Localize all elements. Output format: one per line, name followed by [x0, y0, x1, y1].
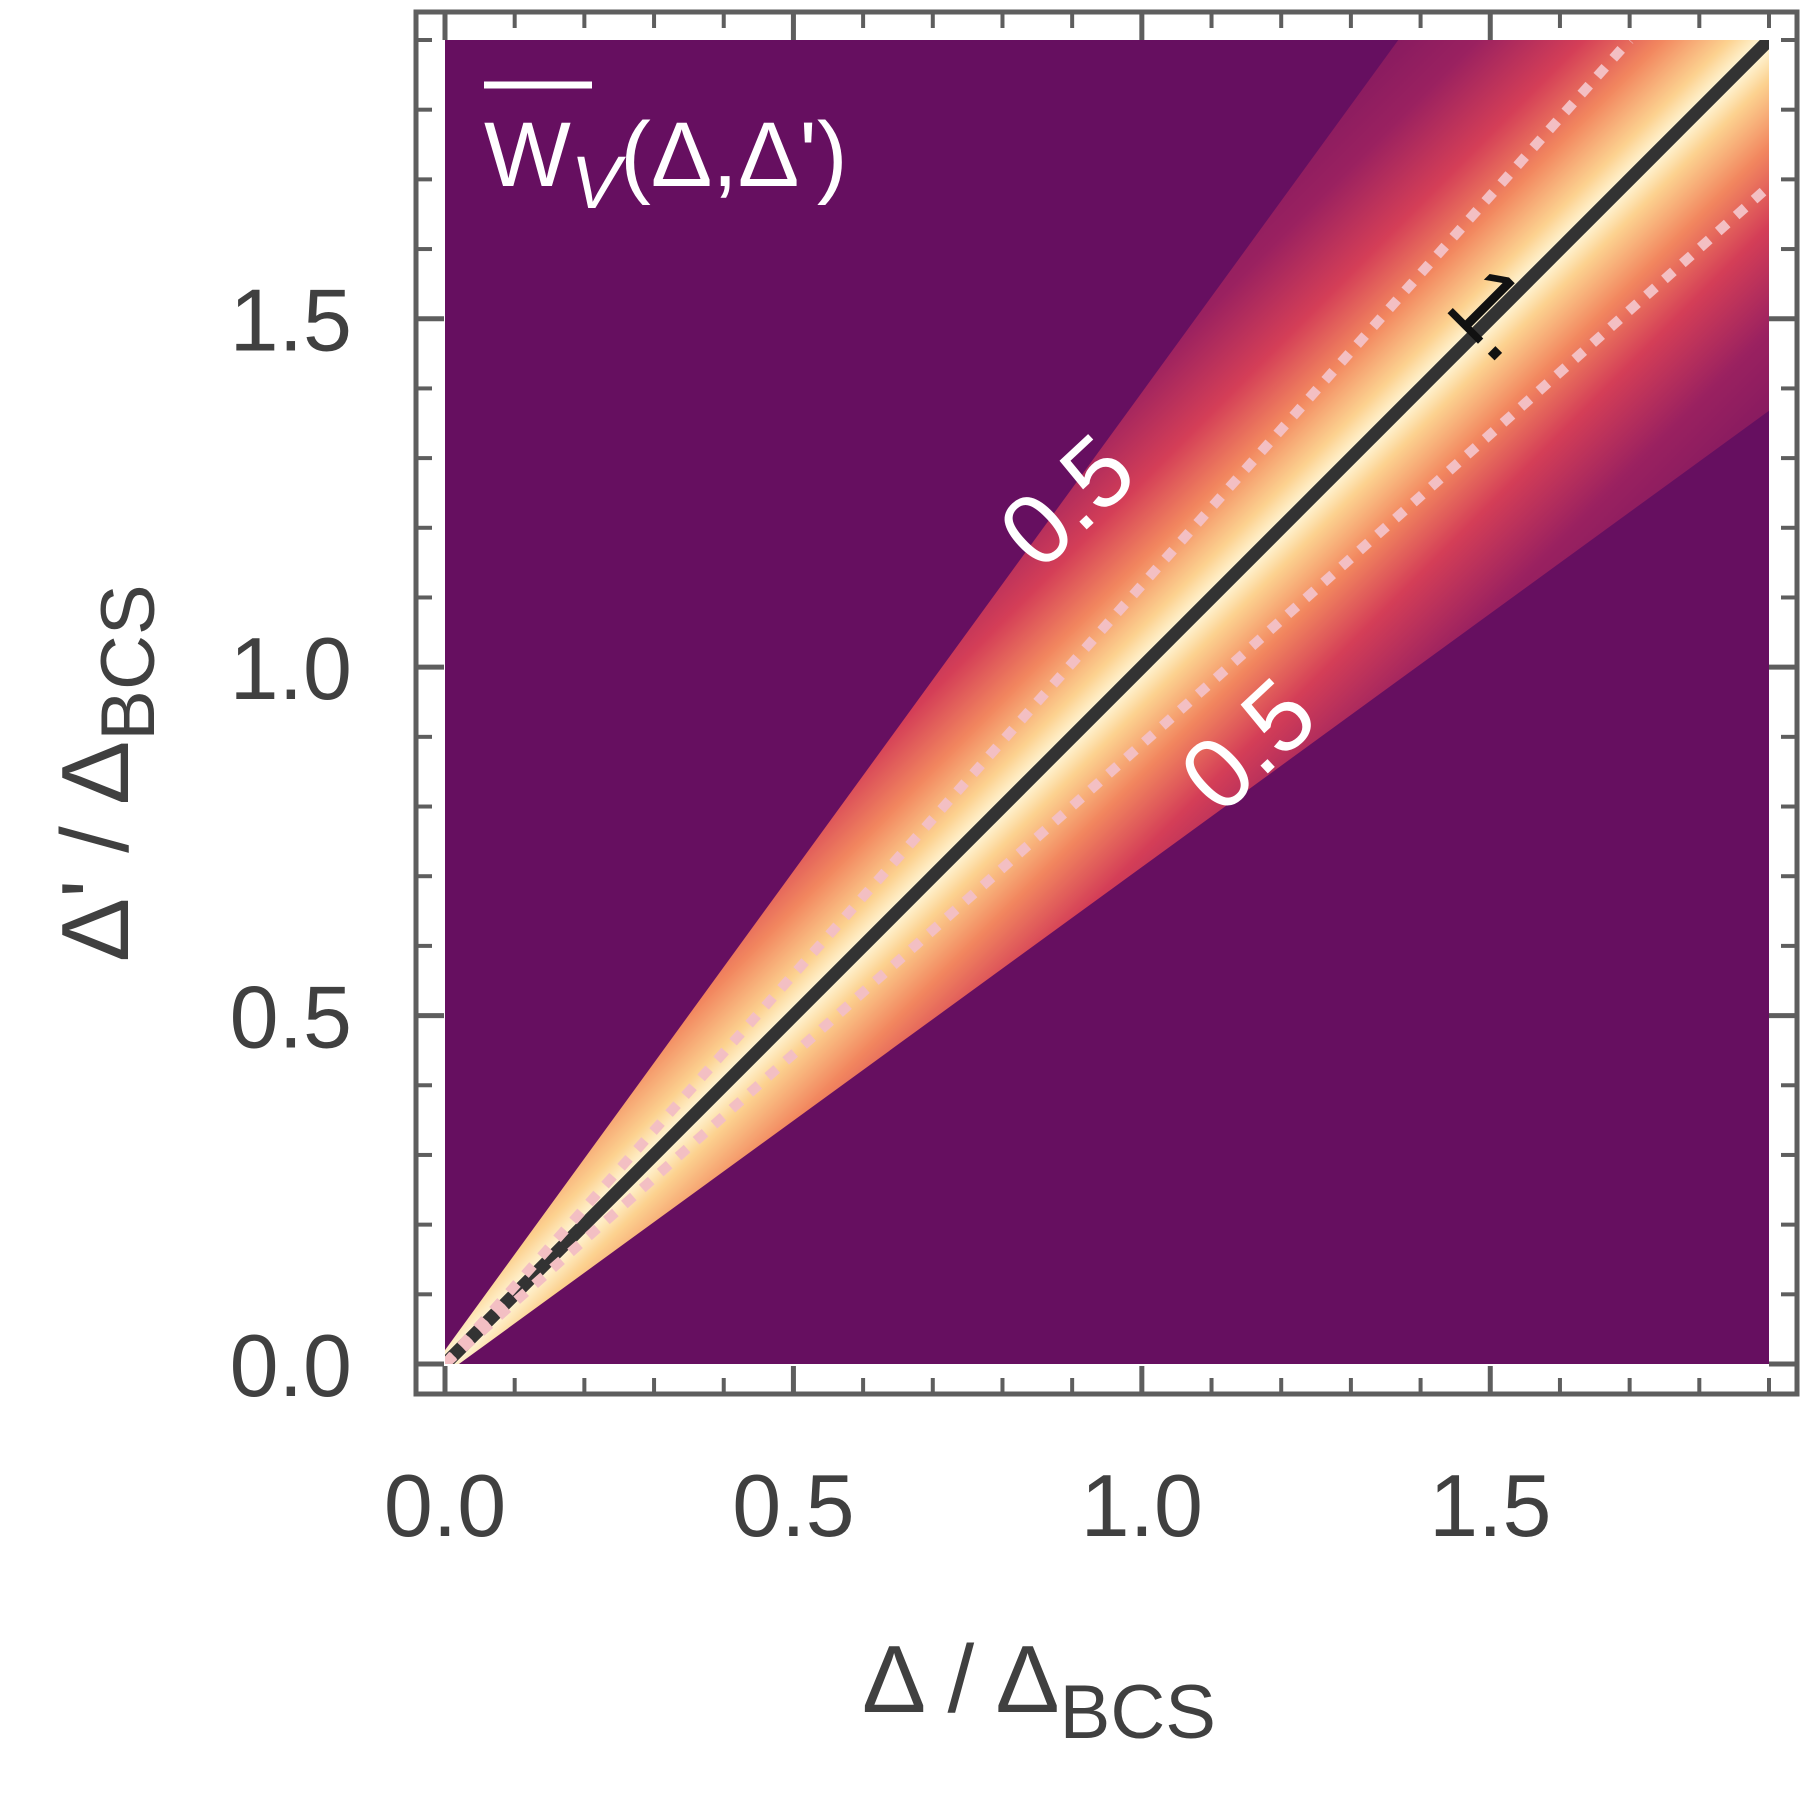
y-tick-label: 1.5 — [230, 271, 352, 370]
plot-frame — [413, 9, 1800, 1397]
y-axis-ticks — [416, 38, 1797, 1367]
contour-line-level-0.5-1 — [445, 40, 1634, 1364]
x-tick-label: 1.5 — [1429, 1456, 1551, 1555]
y-axis-label: Δ' / ΔBCS — [42, 584, 171, 962]
title-main: W — [484, 104, 571, 206]
title-args: (Δ,Δ') — [620, 104, 847, 206]
x-axis-ticks — [442, 12, 1771, 1394]
title-subscript: V — [571, 141, 627, 224]
x-tick-label: 0.0 — [384, 1456, 506, 1555]
y-axis-label-subscript: BCS — [86, 584, 171, 740]
contour-layer — [445, 40, 1769, 1364]
x-tick-label: 0.5 — [732, 1456, 854, 1555]
x-axis-label-subscript: BCS — [1060, 1670, 1216, 1755]
contour-line-level-0.5-2 — [445, 182, 1769, 1364]
y-tick-label: 1.0 — [230, 619, 352, 718]
x-tick-label: 1.0 — [1081, 1456, 1203, 1555]
x-axis-label-main: Δ / Δ — [862, 1626, 1060, 1733]
svg-text:WV(Δ,Δ'): WV(Δ,Δ') — [484, 104, 848, 224]
x-axis-label: Δ / ΔBCS — [862, 1626, 1216, 1755]
plot-title: WV(Δ,Δ') — [484, 81, 848, 224]
y-tick-label: 0.5 — [230, 968, 352, 1067]
y-tick-label: 0.0 — [230, 1316, 352, 1415]
y-axis-tick-labels: 0.0 0.5 1.0 1.5 — [230, 271, 352, 1415]
y-axis-label-main: Δ' / Δ — [42, 741, 149, 962]
contour-line-level-1 — [445, 40, 1769, 1364]
plot-area: 0.50.51. — [445, 40, 1769, 1364]
x-axis-tick-labels: 0.0 0.5 1.0 1.5 — [384, 1456, 1552, 1555]
